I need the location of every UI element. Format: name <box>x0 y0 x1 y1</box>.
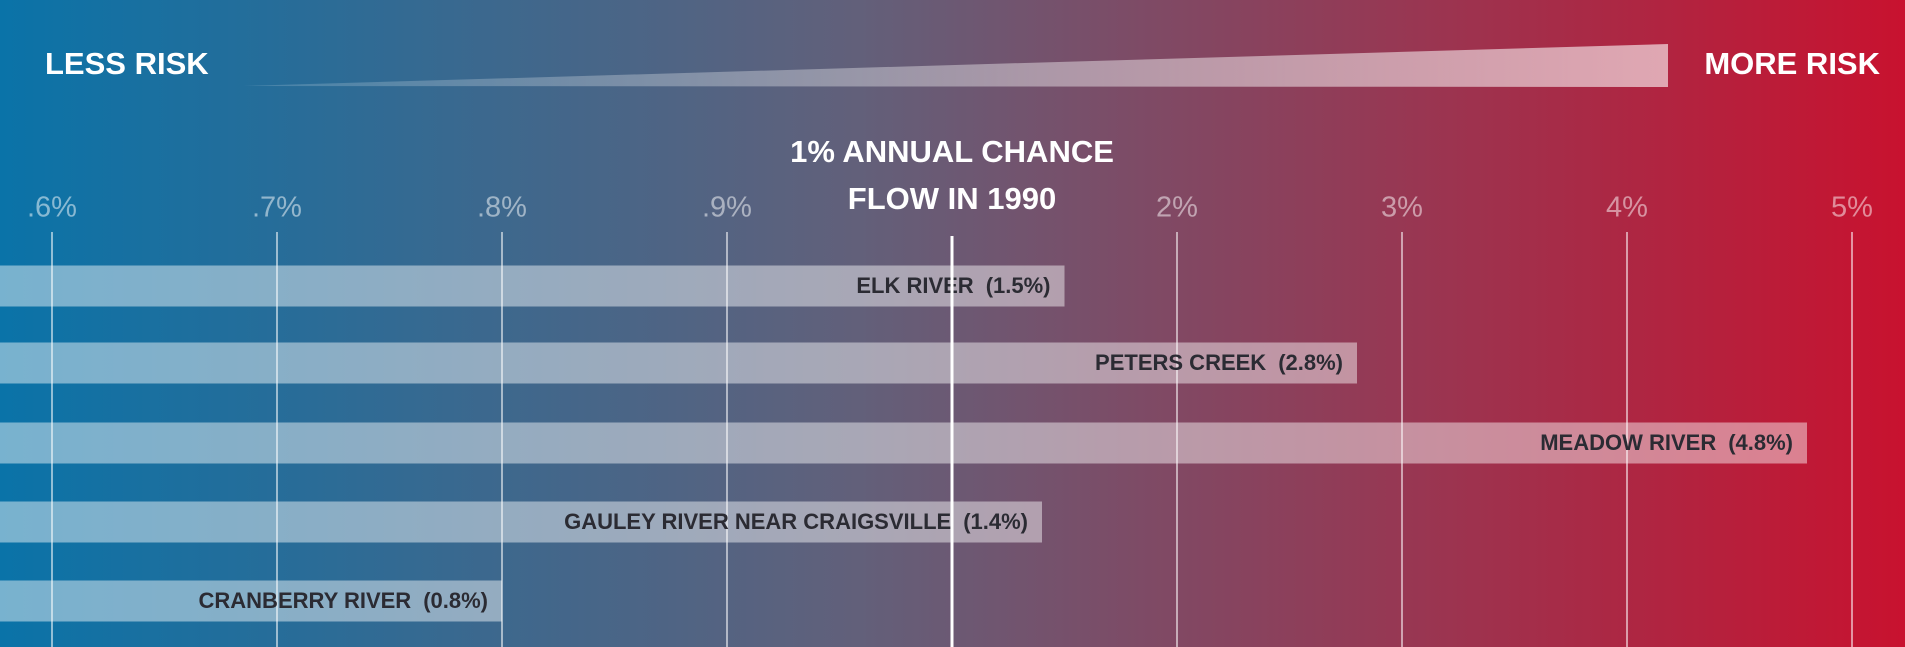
bar-label: CRANBERRY RIVER (0.8%) <box>199 588 489 613</box>
value-label: (2.8%) <box>1278 350 1343 375</box>
less-risk-label: LESS RISK <box>45 46 209 81</box>
more-risk-label: MORE RISK <box>1704 46 1880 81</box>
value-label: (0.8%) <box>423 588 488 613</box>
bar-label: ELK RIVER (1.5%) <box>856 273 1050 298</box>
x-tick-label: 5% <box>1831 192 1873 224</box>
x-tick-label: .8% <box>477 192 527 224</box>
reference-label: 1% ANNUAL CHANCE <box>790 134 1114 169</box>
bar-label: MEADOW RIVER (4.8%) <box>1540 430 1793 455</box>
category-label: GAULEY RIVER NEAR CRAIGSVILLE <box>564 509 951 534</box>
reference-label: FLOW IN 1990 <box>848 181 1056 216</box>
bar-label: GAULEY RIVER NEAR CRAIGSVILLE (1.4%) <box>564 509 1028 534</box>
x-tick-label: .9% <box>702 192 752 224</box>
x-tick-label: .6% <box>27 192 77 224</box>
value-label: (1.5%) <box>986 273 1051 298</box>
x-tick-label: 3% <box>1381 192 1423 224</box>
category-label: CRANBERRY RIVER <box>199 588 412 613</box>
bar-label: PETERS CREEK (2.8%) <box>1095 350 1343 375</box>
bar <box>0 501 1042 543</box>
value-label: (4.8%) <box>1728 430 1793 455</box>
bar <box>0 422 1807 464</box>
bar <box>0 580 502 622</box>
category-label: ELK RIVER <box>856 273 973 298</box>
category-label: MEADOW RIVER <box>1540 430 1716 455</box>
risk-wedge <box>243 44 1668 87</box>
value-label: (1.4%) <box>963 509 1028 534</box>
bar <box>0 265 1065 307</box>
bar <box>0 342 1357 384</box>
x-tick-label: 2% <box>1156 192 1198 224</box>
category-label: PETERS CREEK <box>1095 350 1266 375</box>
grid <box>51 232 1853 647</box>
x-tick-label: .7% <box>252 192 302 224</box>
x-tick-label: 4% <box>1606 192 1648 224</box>
